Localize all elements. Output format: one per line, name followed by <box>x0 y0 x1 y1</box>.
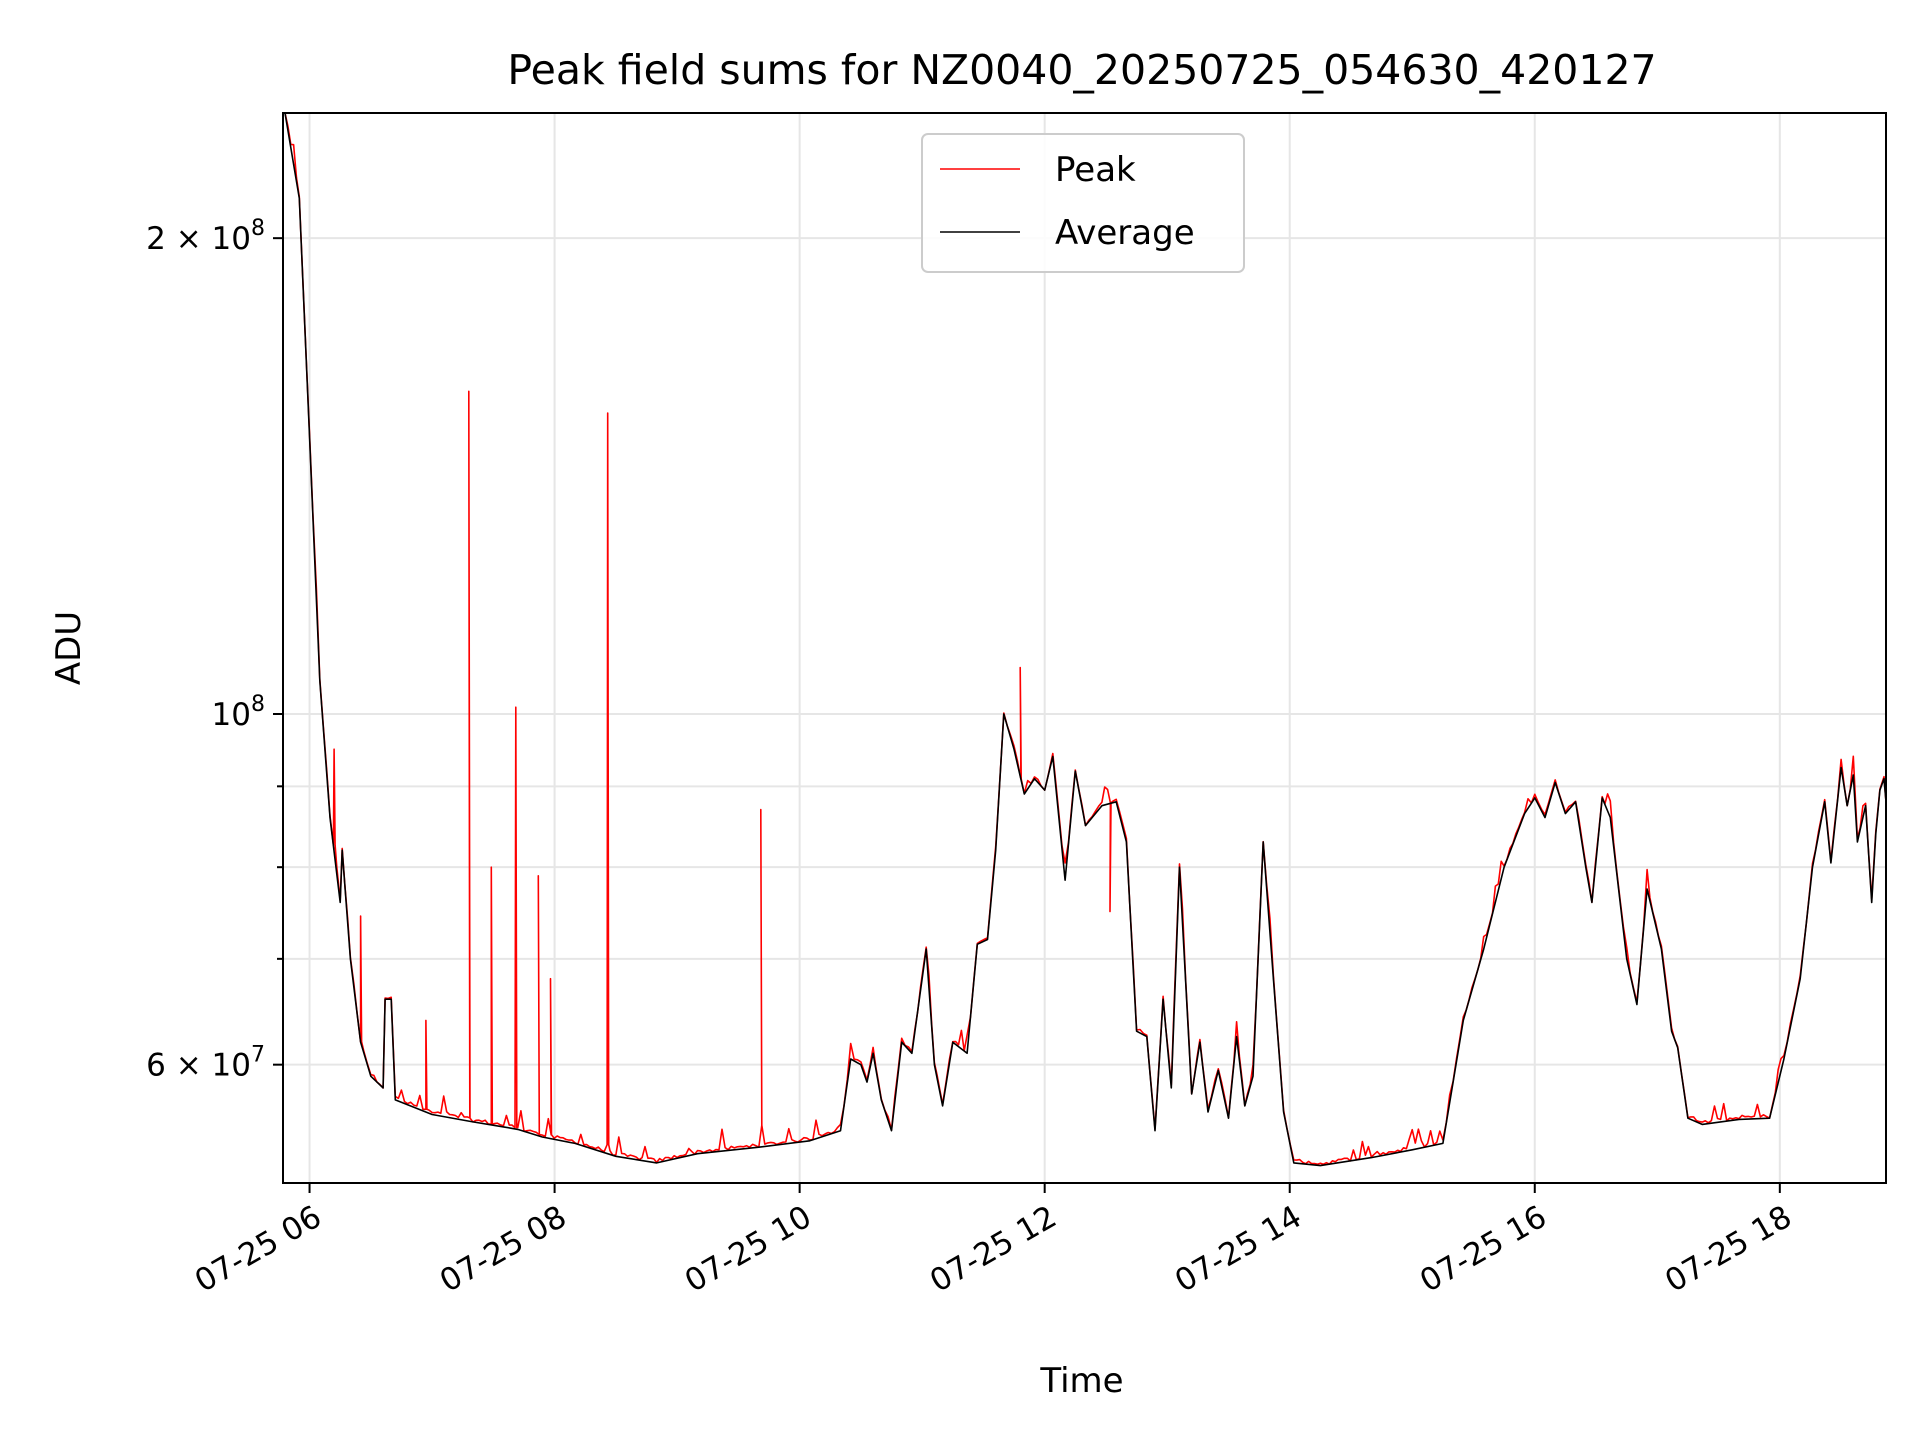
legend-label-peak: Peak <box>1055 150 1136 190</box>
legend-label-average: Average <box>1055 213 1195 253</box>
chart-title: Peak field sums for NZ0040_20250725_0546… <box>507 46 1656 94</box>
plot-frame <box>282 112 1887 1184</box>
y-tick-label: 6 × 107 <box>146 1043 265 1084</box>
y-tick-label: 108 <box>212 692 265 733</box>
x-axis-label: Time <box>1039 1361 1123 1401</box>
series-layer <box>284 112 1887 1167</box>
legend: Peak Average <box>921 133 1245 273</box>
y-axis-label: ADU <box>49 611 89 685</box>
y-tick-label: 2 × 108 <box>146 216 265 257</box>
